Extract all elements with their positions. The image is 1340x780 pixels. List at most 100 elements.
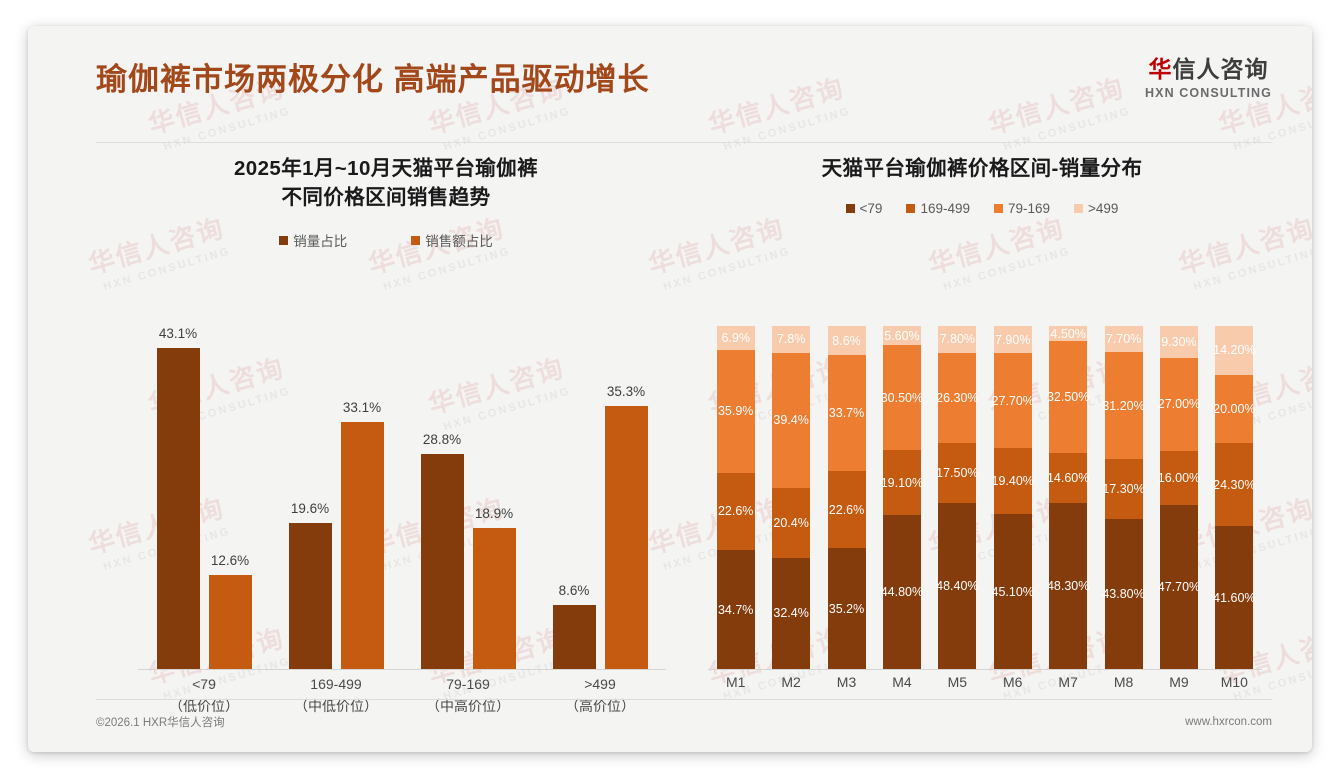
category-tick-label: 79-169 （中高价位）	[402, 674, 534, 717]
chart-left-category-axis: <79 （低价位） 169-499 （中低价位） 79-169 （中高价位） >499 （高价…	[138, 674, 666, 717]
legend-label: 销售额占比	[425, 234, 493, 250]
bar-rect[interactable]	[156, 347, 200, 669]
stack-segment[interactable]: 22.6%	[716, 472, 755, 551]
brand-name-cn: 华信人咨询	[1145, 58, 1272, 81]
legend-item-left-0[interactable]: 销量占比	[279, 230, 347, 250]
stack-segment[interactable]: 7.8%	[772, 326, 811, 353]
bar-column[interactable]: 33.1%	[340, 326, 384, 669]
bar-rect[interactable]	[340, 422, 384, 669]
stack-segment[interactable]: 7.80%	[938, 326, 977, 353]
stacked-bar[interactable]: 7.80% 26.30% 17.50% 48.40%	[936, 326, 979, 669]
stacked-bar[interactable]: 14.20% 20.00% 24.30% 41.60%	[1213, 326, 1256, 669]
chart-left-title: 2025年1月~10月天猫平台瑜伽裤 不同价格区间销售趋势	[96, 154, 676, 212]
bar-column[interactable]: 19.6%	[288, 326, 332, 669]
bar-column[interactable]: 28.8%	[420, 326, 464, 669]
stack-segment[interactable]: 17.30%	[1102, 459, 1145, 519]
month-tick-label: M6	[1003, 674, 1023, 690]
stack-segment[interactable]: 16.00%	[1158, 450, 1200, 506]
chart-left-axis-line	[138, 669, 666, 670]
stack-segment[interactable]: 32.50%	[1046, 341, 1090, 453]
footer-website[interactable]: www.hxrcon.com	[1185, 716, 1272, 728]
bar-rect[interactable]	[420, 454, 464, 669]
chart-right-title-line1: 天猫平台瑜伽裤价格区间-销量分布	[821, 157, 1143, 180]
stack-segment[interactable]: 22.6%	[827, 470, 866, 549]
stack-segment[interactable]: 4.50%	[1049, 326, 1088, 342]
stack-slot: 14.20% 20.00% 24.30% 41.60%	[1207, 326, 1262, 669]
bar-group: 28.8% 18.9%	[402, 326, 534, 669]
stack-segment[interactable]: 48.30%	[1047, 502, 1089, 669]
legend-item-right-2[interactable]: 79-169	[993, 201, 1051, 217]
bar-column[interactable]: 35.3%	[604, 326, 648, 669]
stack-segment[interactable]: 9.30%	[1159, 326, 1198, 358]
stack-segment-label: 20.4%	[773, 515, 809, 530]
stack-segment[interactable]: 26.30%	[936, 352, 979, 443]
stack-segment[interactable]: 33.7%	[827, 355, 866, 471]
stack-segment-label: 41.60%	[1213, 590, 1256, 605]
bar-rect[interactable]	[472, 528, 516, 669]
stack-segment[interactable]: 43.80%	[1102, 518, 1145, 669]
stack-segment[interactable]: 34.7%	[716, 550, 755, 669]
bar-rect[interactable]	[288, 522, 332, 669]
month-tick-label: M8	[1113, 674, 1134, 690]
stack-segment-label: 17.50%	[936, 465, 979, 480]
legend-label: 79-169	[1007, 201, 1051, 217]
stack-segment[interactable]: 8.6%	[827, 326, 866, 356]
bar-rect[interactable]	[604, 405, 648, 669]
stack-segment[interactable]: 35.9%	[716, 349, 755, 473]
stack-segment[interactable]: 41.60%	[1213, 526, 1256, 669]
stack-segment[interactable]: 17.50%	[936, 442, 979, 503]
category-tick-sub: （高价位）	[565, 697, 635, 714]
chart-right-category-axis: M1 M2 M3 M4 M5 M6 M7 M8 M9 M10	[708, 674, 1262, 690]
stack-segment[interactable]: 35.2%	[827, 548, 866, 669]
stacked-bar[interactable]: 5.60% 30.50% 19.10% 44.80%	[881, 326, 923, 669]
legend-item-left-1[interactable]: 销售额占比	[411, 230, 493, 250]
stack-segment[interactable]: 32.4%	[772, 557, 811, 669]
stack-segment[interactable]: 44.80%	[881, 515, 923, 669]
bar-column[interactable]: 43.1%	[156, 326, 200, 669]
stack-segment[interactable]: 30.50%	[881, 345, 923, 450]
stacked-bar[interactable]: 4.50% 32.50% 14.60% 48.30%	[1046, 326, 1090, 669]
stack-segment[interactable]: 45.10%	[992, 514, 1034, 669]
stack-segment[interactable]: 7.70%	[1104, 326, 1143, 353]
stacked-bar[interactable]: 9.30% 27.00% 16.00% 47.70%	[1157, 326, 1201, 669]
stack-segment[interactable]: 5.60%	[882, 326, 921, 346]
stacked-bar[interactable]: 8.6% 33.7% 22.6% 35.2%	[827, 326, 866, 669]
legend-item-right-3[interactable]: >499	[1074, 201, 1118, 216]
stack-segment-label: 22.6%	[717, 504, 754, 519]
legend-item-right-1[interactable]: 169-499	[906, 201, 970, 216]
stacked-bar[interactable]: 6.9% 35.9% 22.6% 34.7%	[716, 326, 755, 669]
chart-left-plot: 43.1% 12.6% 19.6% 33.1% 28.8% 18.9% 8.6% 35.3%	[138, 326, 666, 670]
legend-item-right-0[interactable]: <79	[845, 201, 882, 216]
stack-segment[interactable]: 24.30%	[1213, 443, 1256, 527]
bar-rect[interactable]	[552, 604, 596, 669]
bar-value-label: 8.6%	[558, 582, 590, 598]
stack-segment-label: 31.20%	[1102, 398, 1145, 413]
stack-segment[interactable]: 19.40%	[992, 447, 1034, 515]
stacked-bar[interactable]: 7.70% 31.20% 17.30% 43.80%	[1102, 326, 1145, 669]
stack-segment[interactable]: 39.4%	[772, 352, 811, 488]
stack-segment[interactable]: 19.10%	[881, 449, 923, 516]
bar-column[interactable]: 8.6%	[552, 326, 596, 669]
stack-segment[interactable]: 14.60%	[1047, 452, 1089, 503]
stack-segment[interactable]: 6.9%	[716, 326, 755, 350]
stack-segment-label: 47.70%	[1157, 580, 1201, 595]
category-tick-main: 79-169	[446, 676, 490, 692]
stack-segment-label: 32.50%	[1046, 390, 1090, 405]
stack-segment[interactable]: 48.40%	[936, 502, 979, 669]
stack-segment-label: 33.7%	[828, 406, 865, 421]
stack-segment[interactable]: 31.20%	[1102, 352, 1145, 460]
stack-segment[interactable]: 27.70%	[992, 353, 1034, 448]
stack-segment[interactable]: 20.00%	[1213, 374, 1256, 444]
stack-segment[interactable]: 14.20%	[1213, 326, 1256, 375]
stack-segment[interactable]: 7.90%	[993, 326, 1032, 354]
stacked-bar[interactable]: 7.90% 27.70% 19.40% 45.10%	[992, 326, 1034, 669]
brand-accent-char: 华	[1148, 56, 1173, 82]
legend-label: >499	[1088, 201, 1119, 217]
bar-column[interactable]: 18.9%	[472, 326, 516, 669]
bar-column[interactable]: 12.6%	[208, 326, 252, 669]
stack-segment[interactable]: 27.00%	[1158, 357, 1200, 451]
stack-segment[interactable]: 47.70%	[1157, 505, 1201, 669]
stack-segment[interactable]: 20.4%	[772, 487, 811, 558]
bar-rect[interactable]	[208, 575, 252, 669]
stacked-bar[interactable]: 7.8% 39.4% 20.4% 32.4%	[772, 326, 811, 669]
